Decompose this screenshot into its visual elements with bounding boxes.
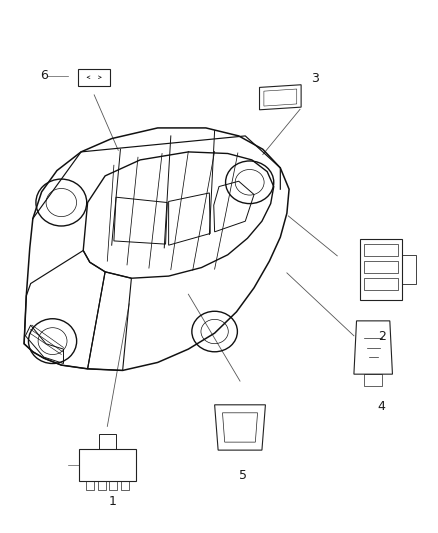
- Text: 2: 2: [378, 330, 386, 343]
- Text: 3: 3: [311, 72, 319, 85]
- Text: 6: 6: [40, 69, 48, 82]
- Text: 5: 5: [239, 469, 247, 482]
- Text: 4: 4: [377, 400, 385, 413]
- Text: 1: 1: [109, 495, 117, 507]
